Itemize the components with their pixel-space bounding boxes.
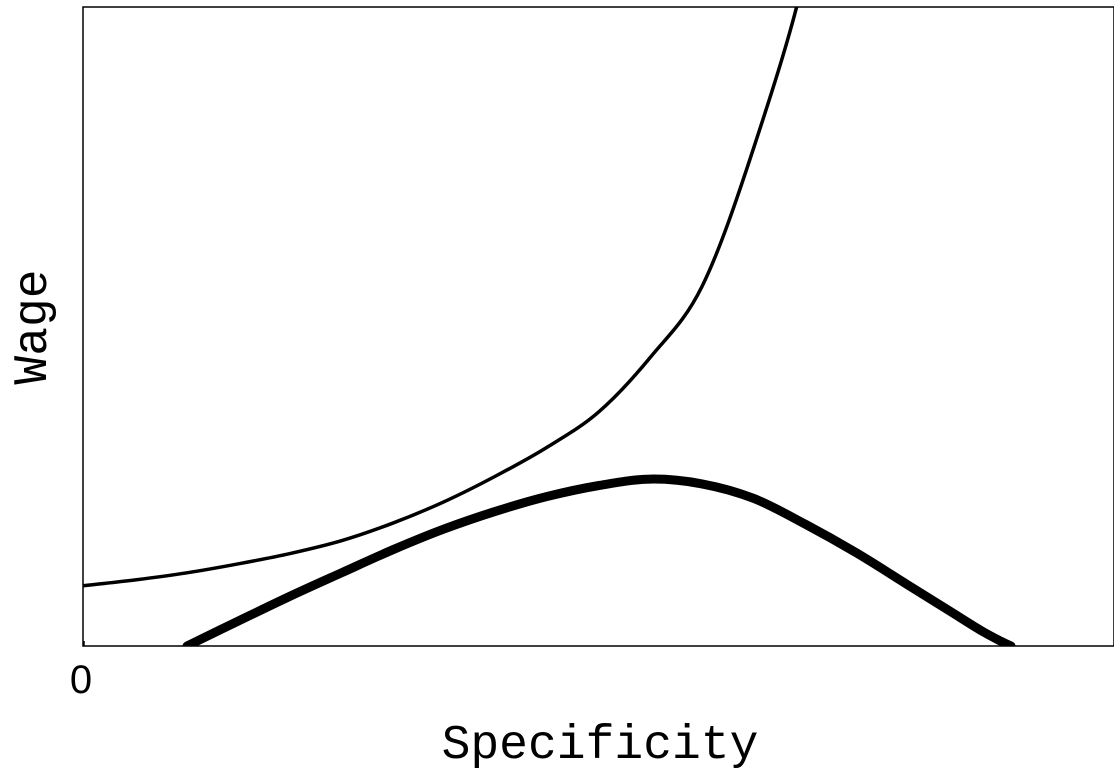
thin-curve-line [83, 7, 799, 588]
x-tick-label-0: 0 [70, 658, 92, 702]
series-layer [83, 7, 1016, 646]
y-axis-title: Wage [7, 269, 61, 384]
x-axis-title: Specificity [442, 719, 759, 771]
thick-curve-line [182, 474, 1016, 646]
plot-frame [82, 6, 1114, 647]
